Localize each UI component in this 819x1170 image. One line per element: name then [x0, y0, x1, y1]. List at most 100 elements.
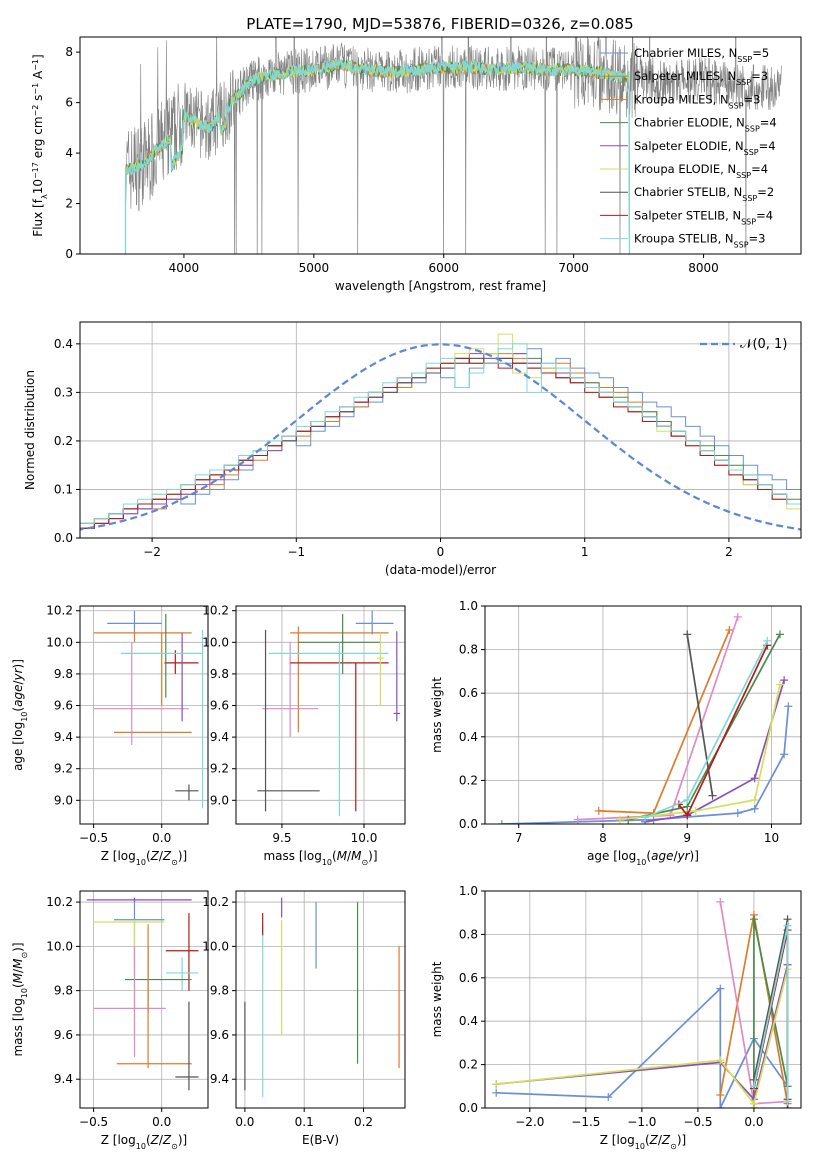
- x-tick-label: 0.2: [354, 1115, 373, 1129]
- y-tick-label: 10.2: [46, 604, 73, 618]
- mass-weight-marker: [683, 811, 692, 820]
- model-spectrum-line: [124, 58, 631, 254]
- x-tick-label: 0.0: [152, 1115, 171, 1129]
- y-tick-label: 9.4: [210, 1072, 229, 1086]
- y-tick-label: 4: [65, 146, 73, 160]
- mass-weight-marker: [497, 820, 506, 824]
- panel-residuals: −2 −1 0 1 2 0.0 0.1 0.2 0.3 0.4 𝒩(0, 1) (data-model…: [23, 321, 802, 577]
- y-tick-label: 0.6: [459, 971, 478, 985]
- mass-weight-marker: [492, 1080, 501, 1089]
- y-tick-label: 9.0: [54, 793, 73, 807]
- x-tick-label: −1: [287, 545, 305, 559]
- y-tick-label: 9.4: [54, 730, 73, 744]
- axes-frame: [484, 890, 802, 1109]
- y-tick-label: 10.0: [202, 939, 229, 953]
- x-tick-label: 7: [515, 831, 523, 845]
- x-tick-label: 9.5: [272, 831, 291, 845]
- x-tick-label: −2: [143, 545, 161, 559]
- x-axis-label: mass [log10(M/M⊙)]: [263, 849, 377, 867]
- y-tick-label: 9.8: [210, 667, 229, 681]
- x-axis-label: E(B-V): [302, 1133, 339, 1147]
- y-tick-label: 2: [65, 197, 73, 211]
- y-tick-label: 0.6: [459, 686, 478, 700]
- mass-weight-marker: [784, 702, 793, 711]
- x-tick-label: 2: [725, 545, 733, 559]
- y-tick-label: 10.0: [46, 939, 73, 953]
- x-tick-label: −0.5: [683, 1115, 712, 1129]
- x-tick-label: 1: [581, 545, 589, 559]
- mass-weight-marker: [775, 680, 784, 689]
- legend-label: Kroupa MILES, NSSP=3: [634, 92, 760, 110]
- y-tick-label: 10.2: [202, 895, 229, 909]
- mass-weight-marker: [750, 774, 759, 783]
- legend-label: Chabrier ELODIE, NSSP=4: [634, 116, 777, 134]
- axes-frame: [484, 605, 802, 825]
- mass-weight-marker: [716, 1056, 725, 1065]
- x-tick-label: 0: [437, 545, 445, 559]
- plot-area: [497, 612, 793, 824]
- legend-label: Salpeter STELIB, NSSP=4: [634, 208, 773, 226]
- x-axis-label: Z [log10(Z/Z⊙)]: [101, 849, 187, 867]
- x-tick-label: 6000: [428, 261, 459, 275]
- mass-weight-marker: [775, 630, 784, 639]
- x-axis-label: (data-model)/error: [385, 563, 496, 577]
- mass-weight-marker: [749, 1099, 758, 1108]
- x-tick-label: 8: [599, 831, 607, 845]
- mass-weight-marker: [708, 791, 717, 800]
- y-tick-label: 0.3: [54, 385, 73, 399]
- plot-area: [86, 897, 199, 1091]
- y-tick-label: 0.0: [459, 817, 478, 831]
- x-tick-label: −2.0: [515, 1115, 544, 1129]
- y-tick-label: 0.4: [459, 1014, 478, 1028]
- y-tick-label: 9.2: [54, 762, 73, 776]
- mass-weight-marker: [716, 897, 725, 906]
- axes-frame: [79, 36, 802, 255]
- histogram-series: [80, 343, 801, 524]
- x-axis-label: wavelength [Angstrom, rest frame]: [335, 279, 546, 293]
- mass-weight-marker: [780, 676, 789, 685]
- x-tick-label: −0.5: [79, 1115, 108, 1129]
- plot-area: [124, 37, 782, 254]
- mass-weight-series: [501, 706, 790, 824]
- x-tick-label: 0.1: [295, 1115, 314, 1129]
- y-axis-label: Flux [fλ10−17 erg cm−2 s−1 A−1]: [31, 54, 49, 236]
- y-tick-label: 0.4: [459, 730, 478, 744]
- x-axis-label: Z [log10(Z/Z⊙)]: [600, 1133, 686, 1151]
- axes-frame: [235, 605, 406, 825]
- mass-weight-marker: [750, 796, 759, 805]
- y-tick-label: 0.1: [54, 482, 73, 496]
- y-axis-label: age [log10(age/yr)]: [11, 659, 29, 771]
- mass-weight-series: [496, 986, 789, 1108]
- histogram-series: [80, 333, 801, 524]
- plot-area: [80, 333, 801, 531]
- panel-mass-weight-vs-Z: −2.0 −1.5 −1.0 −0.5 0.0 0.0 0.2 0.4 0.6 0.8 1.0 Z […: [430, 884, 802, 1151]
- mass-weight-marker: [783, 1097, 792, 1106]
- y-tick-label: 0.8: [459, 927, 478, 941]
- panel-spectrum: 4000 5000 6000 7000 8000 0 2 4 6 8 wavelength [Ang…: [31, 36, 802, 293]
- mass-weight-marker: [716, 1104, 725, 1108]
- y-tick-label: 9.6: [54, 1028, 73, 1042]
- axes-frame: [79, 890, 209, 1109]
- mass-weight-marker: [492, 1088, 501, 1097]
- x-tick-label: −1.0: [627, 1115, 656, 1129]
- histogram-series: [80, 353, 801, 524]
- model-spectrum-line: [125, 59, 630, 254]
- mass-weight-marker: [683, 630, 692, 639]
- model-spectrum-line: [125, 59, 630, 254]
- y-tick-label: 9.8: [54, 667, 73, 681]
- x-tick-label: −1.5: [571, 1115, 600, 1129]
- x-axis-label: age [log10(age/yr)]: [587, 849, 699, 867]
- mass-weight-marker: [615, 815, 624, 824]
- x-tick-label: 10: [764, 831, 779, 845]
- y-tick-label: 9.2: [210, 762, 229, 776]
- y-tick-label: 9.8: [210, 984, 229, 998]
- mass-weight-marker: [749, 1082, 758, 1091]
- mass-weight-marker: [573, 815, 582, 824]
- x-tick-label: −0.5: [79, 831, 108, 845]
- y-tick-label: 0.8: [459, 643, 478, 657]
- y-axis-label: mass [log10(M/M⊙)]: [11, 942, 29, 1056]
- data-spectrum-line: [125, 37, 782, 254]
- legend-label: Chabrier STELIB, NSSP=2: [634, 185, 774, 203]
- mass-weight-marker: [691, 806, 700, 815]
- mass-weight-marker: [749, 915, 758, 924]
